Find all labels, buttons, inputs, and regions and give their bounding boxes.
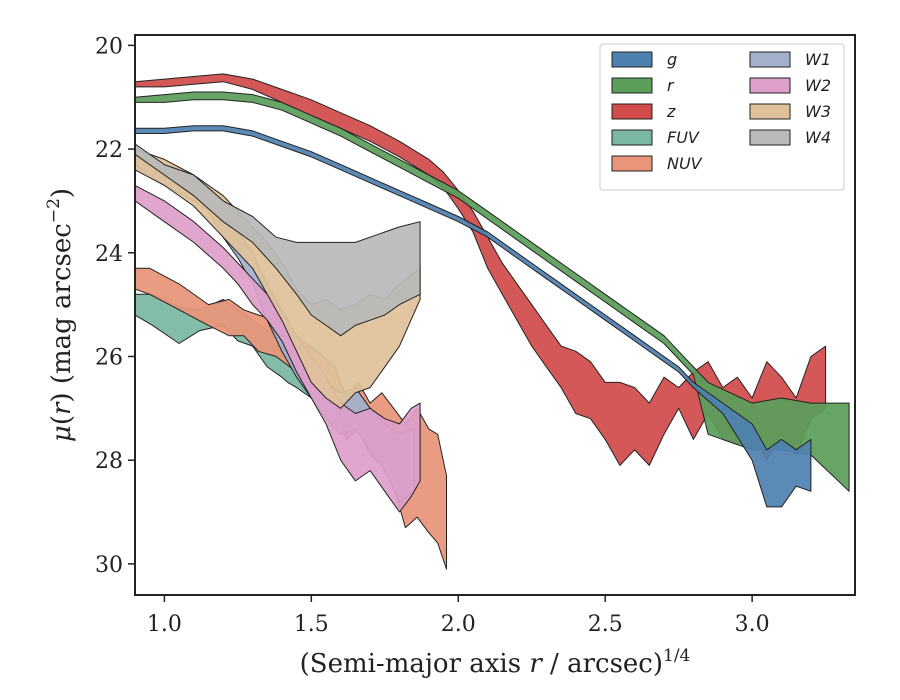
x-tick-label: 3.0	[735, 612, 770, 637]
x-tick-label: 1.0	[147, 612, 182, 637]
y-axis-title: μ(r) (mag arcsec−2)	[44, 188, 77, 442]
band-g	[135, 125, 812, 508]
legend-swatch-fuv	[611, 129, 653, 146]
legend-label-r: r	[667, 76, 675, 95]
legend-swatch-nuv	[611, 155, 653, 172]
legend-label-w4: W4	[805, 128, 831, 147]
legend-label-w2: W2	[805, 76, 831, 95]
legend-swatch-r	[611, 77, 653, 94]
series-layer	[135, 73, 850, 570]
x-axis-title: (Semi-major axis r / arcsec)1/4	[300, 646, 691, 679]
legend-swatch-z	[611, 103, 653, 120]
y-axis-ticks: 20 22 24 26 28 30	[95, 34, 135, 578]
y-tick-label: 20	[95, 34, 123, 59]
y-tick-label: 24	[95, 242, 123, 267]
x-tick-label: 2.5	[588, 612, 623, 637]
y-tick-label: 26	[95, 345, 123, 370]
legend-swatch-w1	[749, 51, 791, 68]
x-tick-label: 2.0	[441, 612, 476, 637]
x-tick-label: 1.5	[294, 612, 329, 637]
y-tick-label: 30	[95, 553, 123, 578]
legend-label-w3: W3	[805, 102, 831, 121]
y-tick-label: 28	[95, 449, 123, 474]
legend-swatch-w4	[749, 129, 791, 146]
legend-swatch-w3	[749, 103, 791, 120]
x-axis-ticks: 1.0 1.5 2.0 2.5 3.0	[147, 595, 770, 637]
legend-swatch-w2	[749, 77, 791, 94]
legend-label-nuv: NUV	[667, 154, 703, 173]
legend: grz FUV NUV W1 W2 W3 W4	[599, 43, 845, 191]
legend-label-g: g	[667, 50, 677, 69]
plot-frame	[134, 34, 856, 596]
legend-label-z: z	[666, 102, 676, 121]
band-r	[135, 91, 850, 492]
legend-label-w1: W1	[805, 50, 831, 69]
y-tick-label: 22	[95, 138, 123, 163]
legend-swatch-g	[611, 51, 653, 68]
legend-label-fuv: FUV	[667, 128, 700, 147]
band-w4	[135, 143, 421, 337]
